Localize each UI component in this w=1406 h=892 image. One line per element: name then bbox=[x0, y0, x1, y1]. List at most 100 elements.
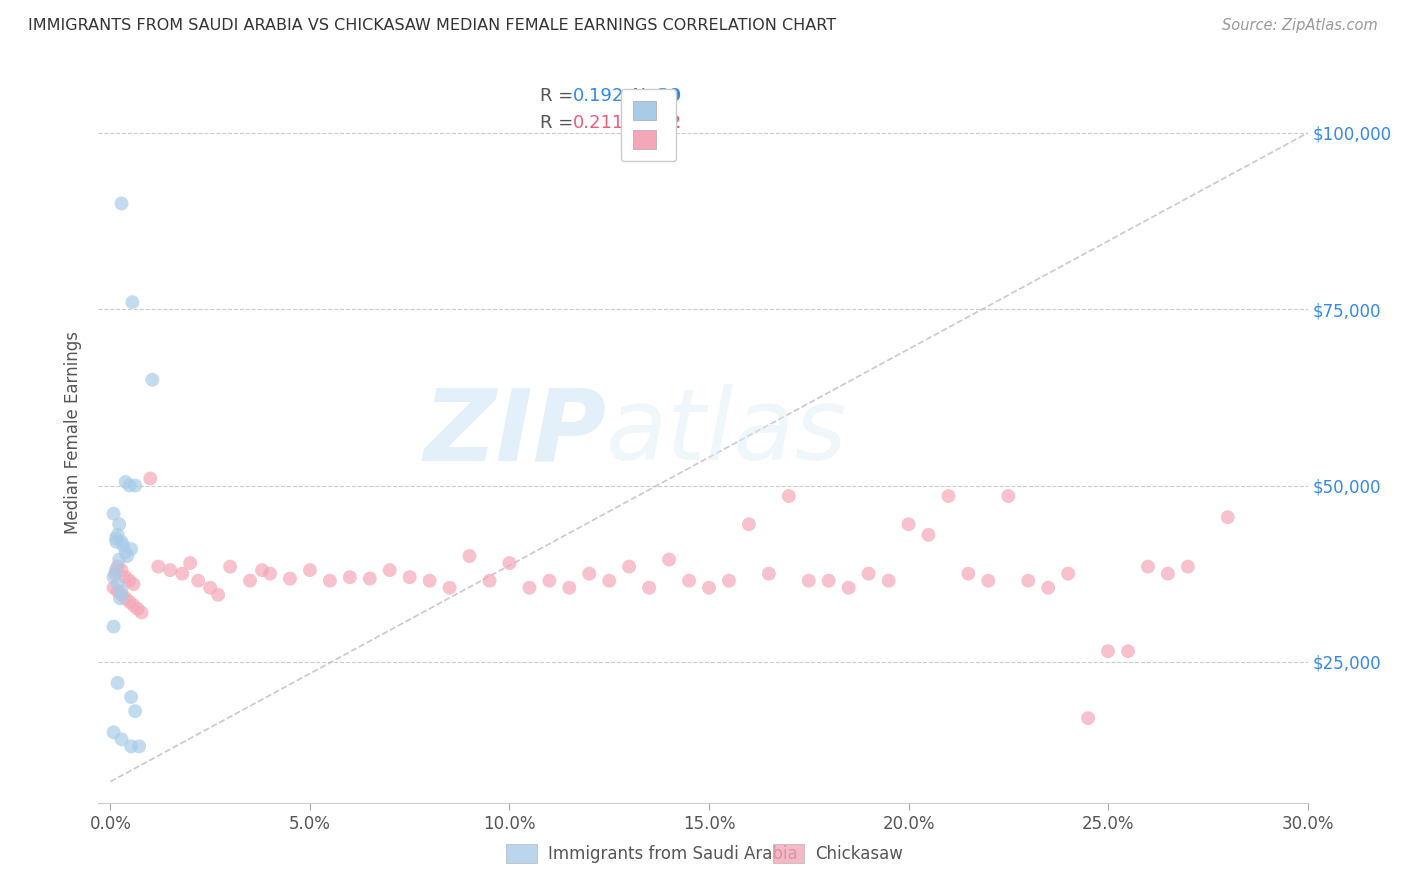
Point bbox=[1136, 559, 1159, 574]
Point bbox=[107, 584, 129, 599]
Text: Chickasaw: Chickasaw bbox=[815, 845, 904, 863]
Point bbox=[778, 489, 800, 503]
Text: Source: ZipAtlas.com: Source: ZipAtlas.com bbox=[1222, 18, 1378, 33]
Point bbox=[1057, 566, 1080, 581]
Point bbox=[103, 570, 125, 584]
Point bbox=[120, 541, 142, 556]
Point bbox=[997, 489, 1019, 503]
Point bbox=[124, 704, 146, 718]
Point bbox=[112, 538, 135, 552]
Point bbox=[187, 574, 209, 588]
Text: 72: 72 bbox=[657, 114, 682, 132]
Point bbox=[118, 595, 141, 609]
Point bbox=[359, 572, 381, 586]
Point bbox=[838, 581, 860, 595]
Point bbox=[108, 591, 131, 606]
Point bbox=[1116, 644, 1139, 658]
Point bbox=[124, 478, 146, 492]
Point bbox=[439, 581, 461, 595]
Point bbox=[339, 570, 361, 584]
Point bbox=[697, 581, 720, 595]
Point bbox=[877, 574, 900, 588]
Text: R =: R = bbox=[540, 87, 579, 104]
Point bbox=[538, 574, 561, 588]
Text: 0.211: 0.211 bbox=[572, 114, 624, 132]
Point bbox=[103, 619, 125, 633]
Point bbox=[278, 572, 301, 586]
Point bbox=[219, 559, 242, 574]
Point bbox=[598, 574, 620, 588]
Point bbox=[1157, 566, 1180, 581]
Point bbox=[458, 549, 481, 563]
Point bbox=[239, 574, 262, 588]
Point bbox=[107, 528, 129, 542]
Point bbox=[103, 725, 125, 739]
Point bbox=[207, 588, 229, 602]
Point bbox=[617, 559, 640, 574]
Point bbox=[127, 602, 149, 616]
Point bbox=[107, 577, 129, 591]
Point bbox=[977, 574, 1000, 588]
Point bbox=[110, 563, 132, 577]
Text: ZIP: ZIP bbox=[423, 384, 606, 481]
Point bbox=[114, 591, 136, 606]
Point bbox=[298, 563, 321, 577]
Point bbox=[110, 535, 132, 549]
Legend: , : , bbox=[621, 89, 676, 161]
Point bbox=[104, 532, 127, 546]
Point bbox=[419, 574, 441, 588]
Point bbox=[638, 581, 661, 595]
Point bbox=[122, 599, 145, 613]
Point bbox=[1097, 644, 1119, 658]
Text: N =: N = bbox=[621, 114, 672, 132]
Point bbox=[122, 577, 145, 591]
Point bbox=[938, 489, 960, 503]
Point bbox=[1017, 574, 1039, 588]
Point bbox=[519, 581, 541, 595]
Point bbox=[1216, 510, 1239, 524]
Point bbox=[678, 574, 700, 588]
Point bbox=[319, 574, 342, 588]
Point bbox=[198, 581, 221, 595]
Point bbox=[858, 566, 880, 581]
Point bbox=[104, 566, 127, 581]
Point bbox=[107, 559, 129, 574]
Point bbox=[108, 552, 131, 566]
Text: Immigrants from Saudi Arabia: Immigrants from Saudi Arabia bbox=[548, 845, 799, 863]
Point bbox=[114, 570, 136, 584]
Point bbox=[250, 563, 273, 577]
Point bbox=[917, 528, 939, 542]
Text: 30: 30 bbox=[657, 87, 682, 104]
Point bbox=[105, 535, 128, 549]
Point bbox=[128, 739, 150, 754]
Point bbox=[110, 732, 132, 747]
Point bbox=[817, 574, 839, 588]
Point bbox=[110, 584, 132, 599]
Point bbox=[578, 566, 600, 581]
Point bbox=[148, 559, 170, 574]
Point bbox=[108, 517, 131, 532]
Point bbox=[114, 545, 136, 559]
Point bbox=[121, 295, 143, 310]
Point bbox=[120, 739, 142, 754]
Text: 0.192: 0.192 bbox=[572, 87, 624, 104]
Point bbox=[118, 574, 141, 588]
Point bbox=[131, 606, 153, 620]
Point bbox=[139, 471, 162, 485]
Text: IMMIGRANTS FROM SAUDI ARABIA VS CHICKASAW MEDIAN FEMALE EARNINGS CORRELATION CHA: IMMIGRANTS FROM SAUDI ARABIA VS CHICKASA… bbox=[28, 18, 837, 33]
Text: atlas: atlas bbox=[606, 384, 848, 481]
Point bbox=[558, 581, 581, 595]
Point bbox=[1038, 581, 1060, 595]
Point bbox=[378, 563, 401, 577]
Point bbox=[118, 478, 141, 492]
Point bbox=[159, 563, 181, 577]
Point bbox=[110, 196, 132, 211]
Point bbox=[758, 566, 780, 581]
Point bbox=[478, 574, 501, 588]
Point bbox=[897, 517, 920, 532]
Point bbox=[658, 552, 681, 566]
Point bbox=[110, 588, 132, 602]
Point bbox=[179, 556, 201, 570]
Point bbox=[1077, 711, 1099, 725]
Point bbox=[717, 574, 740, 588]
